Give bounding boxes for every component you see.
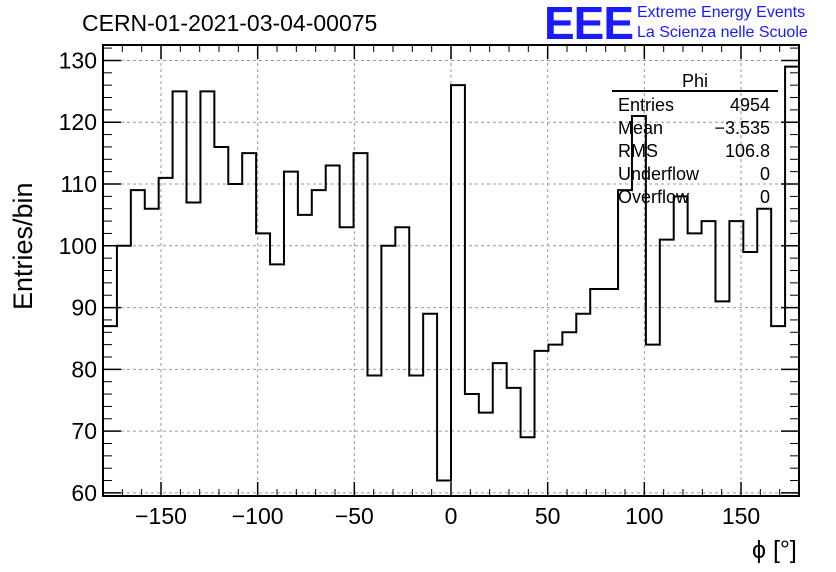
stats-label: RMS	[618, 141, 658, 161]
y-tick-label: 130	[59, 47, 97, 73]
x-tick-label: −50	[335, 503, 374, 529]
logo-subtitle-1: Extreme Energy Events	[637, 4, 806, 21]
stats-label: Entries	[618, 95, 675, 115]
run-title: CERN-01-2021-03-04-00075	[82, 10, 378, 36]
x-tick-label: 0	[445, 503, 458, 529]
x-tick-labels: −150 −100 −50 0 50 100 150	[135, 503, 760, 529]
stats-value: 0	[759, 187, 770, 207]
axis-ticks	[102, 45, 800, 496]
histogram-line	[103, 65, 799, 482]
stats-box: Phi Entries 4954 Mean −3.535 RMS 106.8 U…	[612, 72, 778, 209]
x-tick-label: 50	[535, 503, 561, 529]
logo-subtitle-2: La Scienza nelle Scuole	[637, 24, 808, 41]
y-tick-label: 100	[59, 233, 97, 259]
stats-row-entries: Entries 4954	[612, 94, 778, 117]
stats-row-mean: Mean −3.535	[612, 117, 778, 140]
y-tick-labels: 60 70 80 90 100 110 120 130	[59, 47, 97, 505]
y-tick-label: 110	[60, 171, 97, 197]
y-tick-label: 90	[71, 295, 97, 321]
stats-label: Underflow	[618, 164, 700, 184]
y-tick-label: 70	[71, 418, 97, 444]
stats-value: 0	[759, 164, 770, 184]
stats-value: 106.8	[724, 141, 770, 161]
stats-label: Mean	[618, 118, 664, 138]
x-tick-label: −150	[135, 503, 187, 529]
eee-logo: EEE	[544, 0, 634, 49]
stats-row-underflow: Underflow 0	[612, 163, 778, 186]
stats-value: −3.535	[714, 118, 770, 138]
y-tick-label: 60	[71, 480, 97, 506]
stats-label: Overflow	[618, 187, 690, 207]
stats-row-overflow: Overflow 0	[612, 186, 778, 209]
stats-row-rms: RMS 106.8	[612, 140, 778, 163]
x-tick-label: 100	[625, 503, 663, 529]
x-axis-label: ϕ [°]	[752, 536, 797, 564]
y-tick-label: 80	[71, 356, 97, 382]
y-tick-label: 120	[59, 109, 97, 135]
x-tick-label: −100	[232, 503, 284, 529]
y-axis-label: Entries/bin	[8, 182, 38, 310]
stats-divider	[612, 90, 778, 92]
stats-value: 4954	[729, 95, 770, 115]
x-tick-label: 150	[722, 503, 760, 529]
stats-title: Phi	[681, 71, 708, 91]
